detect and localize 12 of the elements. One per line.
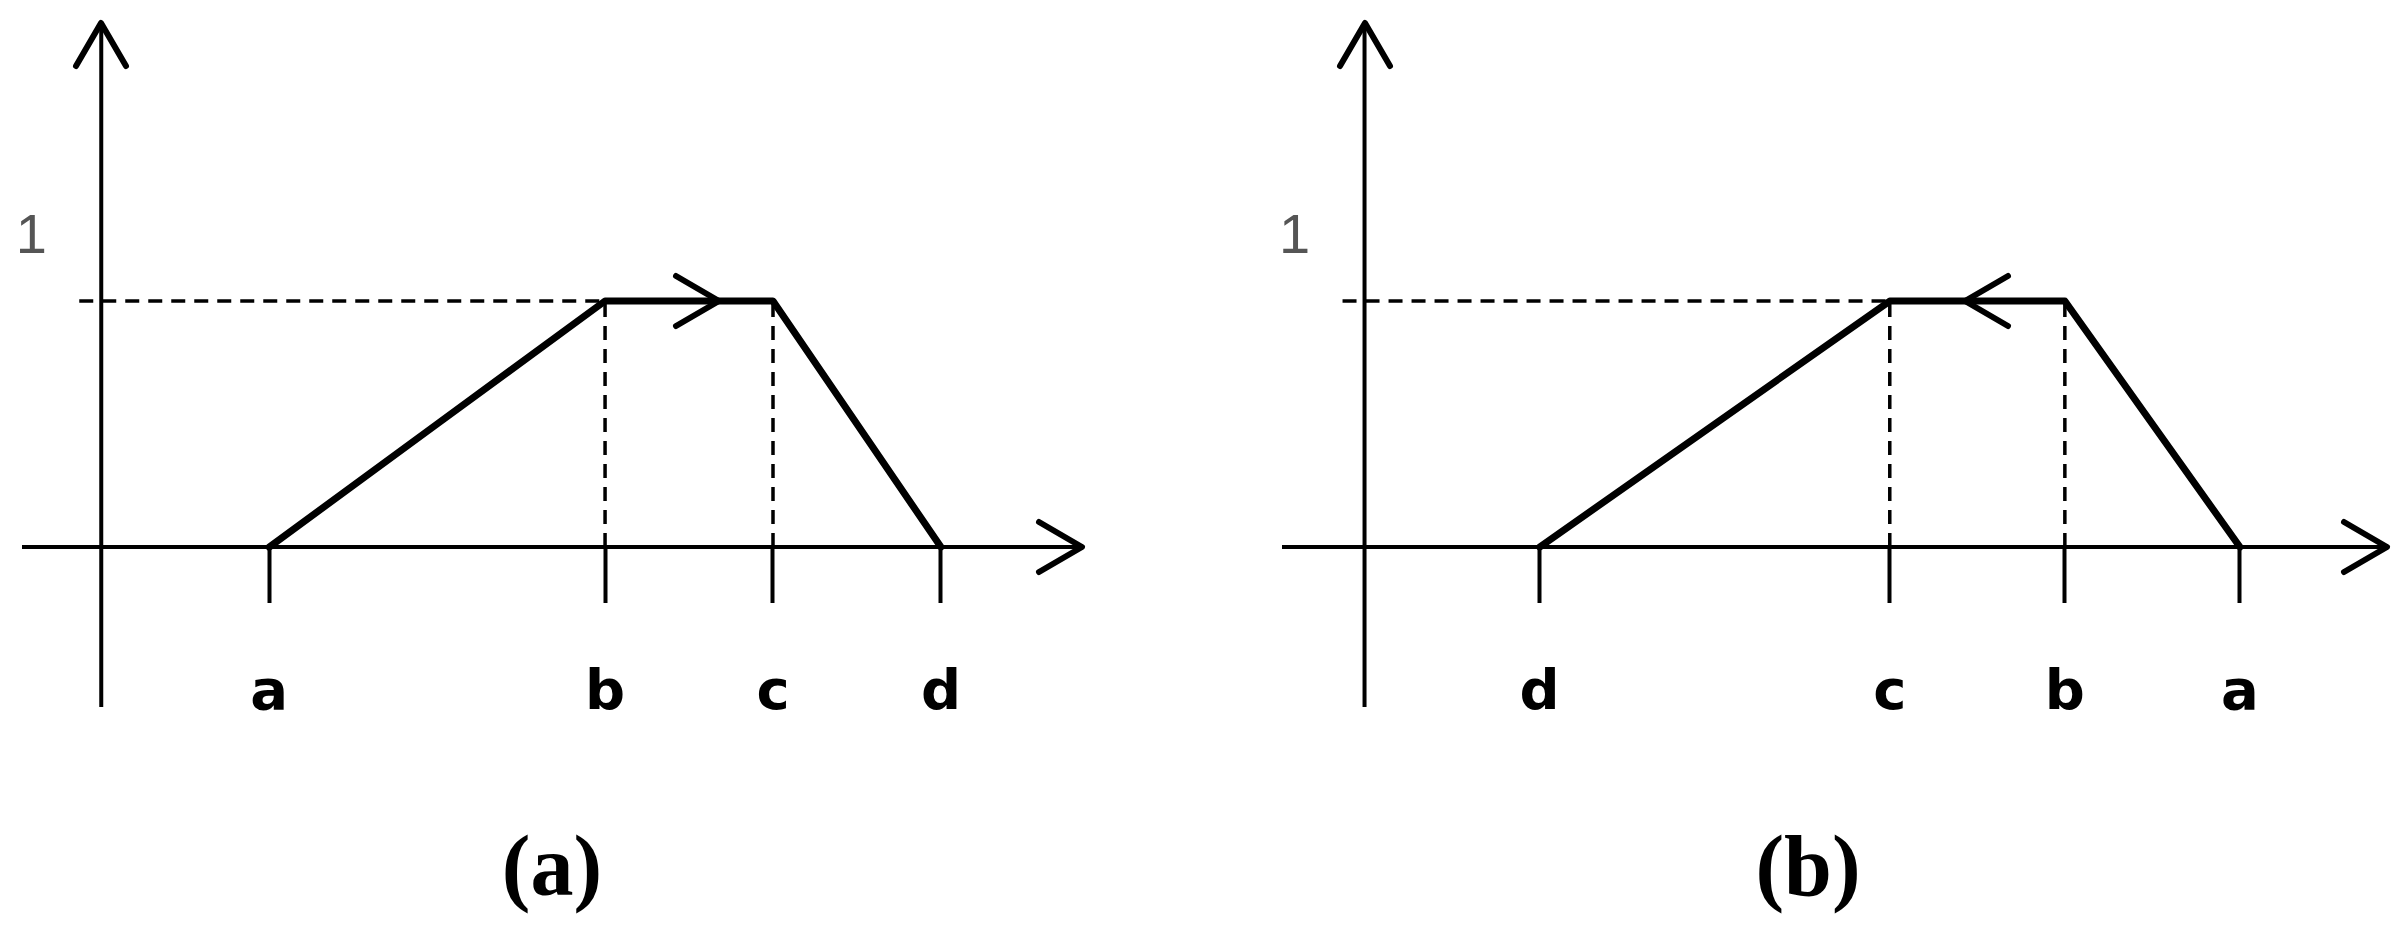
x-tick-label: d xyxy=(920,657,961,723)
text: 1 xyxy=(1278,202,1311,266)
x-tick-label: b xyxy=(585,657,626,723)
x-tick-label: a xyxy=(2221,657,2259,723)
x-tick-label: a xyxy=(250,657,289,723)
text: 1 xyxy=(15,202,47,266)
x-tick-label: d xyxy=(1519,657,1560,723)
text: (a) xyxy=(500,818,604,914)
x-tick-label: c xyxy=(756,657,790,723)
x-tick-label: c xyxy=(1873,657,1907,723)
text: (b) xyxy=(1754,818,1862,914)
x-tick-label: b xyxy=(2044,657,2085,723)
